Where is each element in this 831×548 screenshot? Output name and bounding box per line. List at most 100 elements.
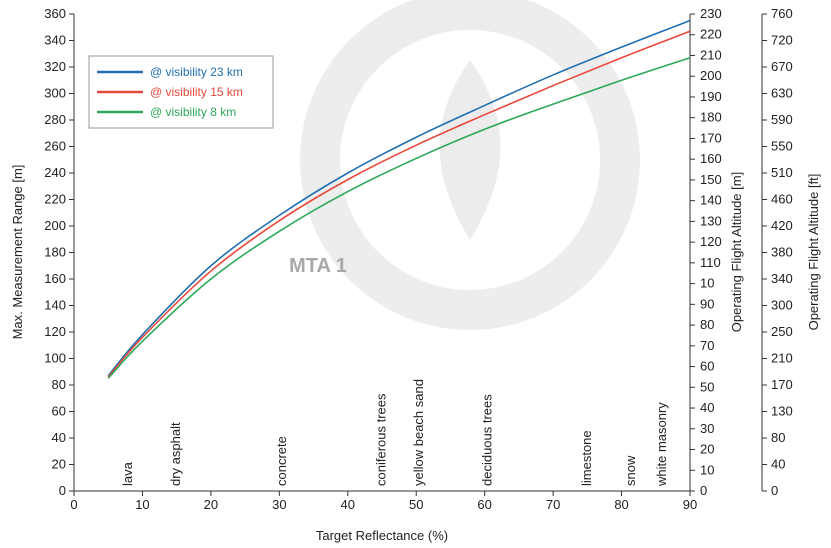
right-ft-tick-label: 130 [771,404,793,419]
y-axis-title: Max. Measurement Range [m] [10,165,25,340]
series-line-1 [107,30,691,378]
right-m-tick-label: 50 [700,379,714,394]
y-tick-label: 260 [44,139,66,154]
legend-label-23km: @ visibility 23 km [150,65,243,79]
right-ft-tick-label: 210 [771,351,793,366]
series-line-0 [107,19,691,377]
right-m-tick-label: 80 [700,317,714,332]
y-ticks-right-ft: 0 40 80 130 170 210 250 300 340 380 420 460 510 550 59… [762,6,793,498]
right-m-tick-label: 170 [700,130,722,145]
right-ft-tick-label: 80 [771,430,785,445]
y-tick-label: 20 [52,457,66,472]
x-tick-label: 70 [546,497,560,512]
legend-label-8km: @ visibility 8 km [150,105,236,119]
right-m-tick-label: 70 [700,338,714,353]
x-tick-label: 90 [683,497,697,512]
y-tick-label: 140 [44,298,66,313]
right-m-tick-label: 10 [700,276,714,291]
series-lines [107,19,691,379]
right-m-tick-label: 190 [700,89,722,104]
material-label: white masonry [654,402,669,487]
right-m-tick-label: 230 [700,6,722,21]
right-ft-tick-label: 720 [771,33,793,48]
x-tick-label: 30 [272,497,286,512]
right-m-tick-label: 150 [700,172,722,187]
material-label: limestone [579,430,594,486]
watermark-logo-icon [300,0,640,330]
right-m-tick-label: 30 [700,421,714,436]
right-m-tick-label: 20 [700,442,714,457]
right-ft-tick-label: 250 [771,324,793,339]
material-label: coniferous trees [373,393,388,486]
x-tick-label: 60 [477,497,491,512]
right-ft-tick-label: 420 [771,218,793,233]
right-m-tick-label: 130 [700,213,722,228]
y-tick-label: 160 [44,271,66,286]
right-axis-ft-title: Operating Flight Altitude [ft] [806,174,821,331]
material-label: concrete [274,436,289,486]
right-m-tick-label: 220 [700,27,722,42]
right-ft-tick-label: 510 [771,165,793,180]
material-label: lava [120,461,135,486]
y-tick-label: 100 [44,351,66,366]
y-tick-label: 40 [52,430,66,445]
y-tick-label: 300 [44,86,66,101]
y-tick-label: 200 [44,218,66,233]
right-m-tick-label: 10 [700,462,714,477]
y-tick-label: 0 [59,483,66,498]
x-tick-label: 40 [341,497,355,512]
right-m-tick-label: 60 [700,359,714,374]
right-ft-tick-label: 40 [771,457,785,472]
material-label: deciduous trees [480,394,495,486]
right-ft-tick-label: 630 [771,86,793,101]
y-tick-label: 60 [52,404,66,419]
right-ft-tick-label: 340 [771,271,793,286]
y-ticks-left: 0 20 40 60 80 100 120 140 160 180 200 220 240 260 280 3… [44,6,74,498]
right-ft-tick-label: 380 [771,245,793,260]
right-m-tick-label: 160 [700,151,722,166]
y-tick-label: 80 [52,377,66,392]
material-label: snow [623,455,638,486]
legend: @ visibility 23 km @ visibility 15 km @ … [88,55,274,129]
right-m-tick-label: 120 [700,234,722,249]
right-m-tick-label: 90 [700,296,714,311]
x-ticks: 0 10 20 30 40 50 60 70 80 90 [70,491,697,512]
series-line-2 [107,56,691,379]
right-axis-m-title: Operating Flight Altitude [m] [729,172,744,332]
x-tick-label: 0 [70,497,77,512]
material-label: yellow beach sand [411,379,426,486]
y-tick-label: 340 [44,33,66,48]
x-axis-title: Target Reflectance (%) [316,528,448,543]
y-tick-label: 180 [44,245,66,260]
right-ft-tick-label: 670 [771,59,793,74]
right-m-tick-label: 180 [700,110,722,125]
y-tick-label: 240 [44,165,66,180]
y-tick-label: 280 [44,112,66,127]
material-label: dry asphalt [168,422,183,486]
right-m-tick-label: 200 [700,68,722,83]
y-tick-label: 320 [44,59,66,74]
right-ft-tick-label: 590 [771,112,793,127]
right-m-tick-label: 210 [700,47,722,62]
legend-label-15km: @ visibility 15 km [150,85,243,99]
x-tick-label: 10 [135,497,149,512]
y-ticks-right-m: 0 10 20 30 40 50 60 70 80 90 10 110 120 130 140 150 160 1… [690,6,722,498]
right-ft-tick-label: 0 [771,483,778,498]
watermark-label: MTA 1 [289,255,347,277]
right-ft-tick-label: 460 [771,192,793,207]
material-labels: lava dry asphalt concrete coniferous trees y… [120,379,669,487]
right-ft-tick-label: 760 [771,6,793,21]
x-tick-label: 20 [204,497,218,512]
x-tick-label: 80 [614,497,628,512]
right-m-tick-label: 40 [700,400,714,415]
right-ft-tick-label: 550 [771,139,793,154]
right-m-tick-label: 140 [700,193,722,208]
right-ft-tick-label: 300 [771,298,793,313]
y-tick-label: 360 [44,6,66,21]
right-m-tick-label: 110 [700,255,721,270]
y-tick-label: 120 [44,324,66,339]
right-m-tick-label: 0 [700,483,707,498]
x-tick-label: 50 [409,497,423,512]
right-ft-tick-label: 170 [771,377,793,392]
